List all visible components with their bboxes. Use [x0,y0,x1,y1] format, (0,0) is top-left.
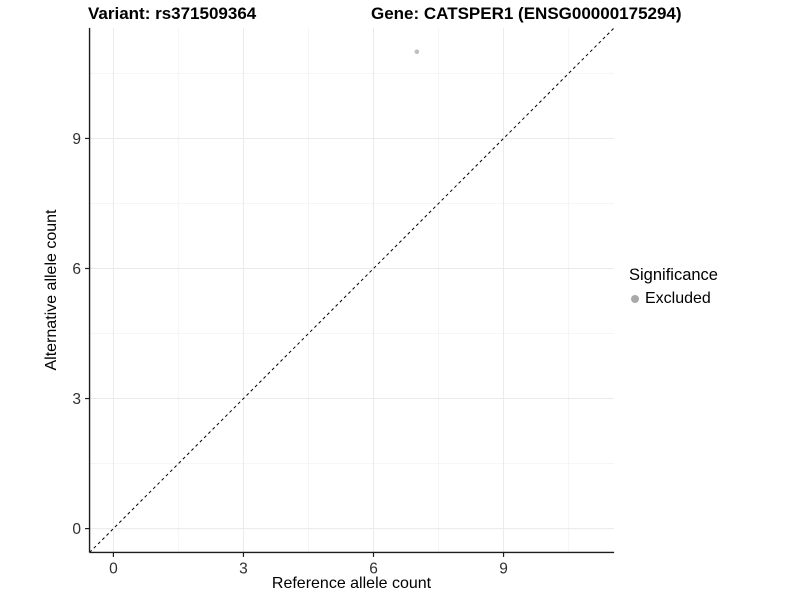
x-tick-label: 9 [499,560,508,577]
x-tick-label: 3 [239,560,248,577]
legend-entry-excluded: Excluded [631,290,718,308]
variant-title: Variant: rs371509364 [88,4,257,23]
legend-title: Significance [629,266,718,284]
gene-title: Gene: CATSPER1 (ENSG00000175294) [371,4,682,23]
y-tick-label: 0 [72,521,81,538]
y-axis-title: Alternative allele count [43,209,60,371]
legend-entry-label: Excluded [645,290,711,307]
legend: Significance Excluded [629,266,718,308]
x-tick-label: 6 [369,560,378,577]
data-point [414,49,420,55]
x-tick-label: 0 [109,560,118,577]
y-tick-label: 6 [72,261,81,278]
y-tick-label: 9 [72,131,81,148]
y-tick-label: 3 [72,391,81,408]
identity-line [89,27,615,553]
excluded-marker-icon [631,295,639,303]
x-axis-title: Reference allele count [271,575,432,592]
